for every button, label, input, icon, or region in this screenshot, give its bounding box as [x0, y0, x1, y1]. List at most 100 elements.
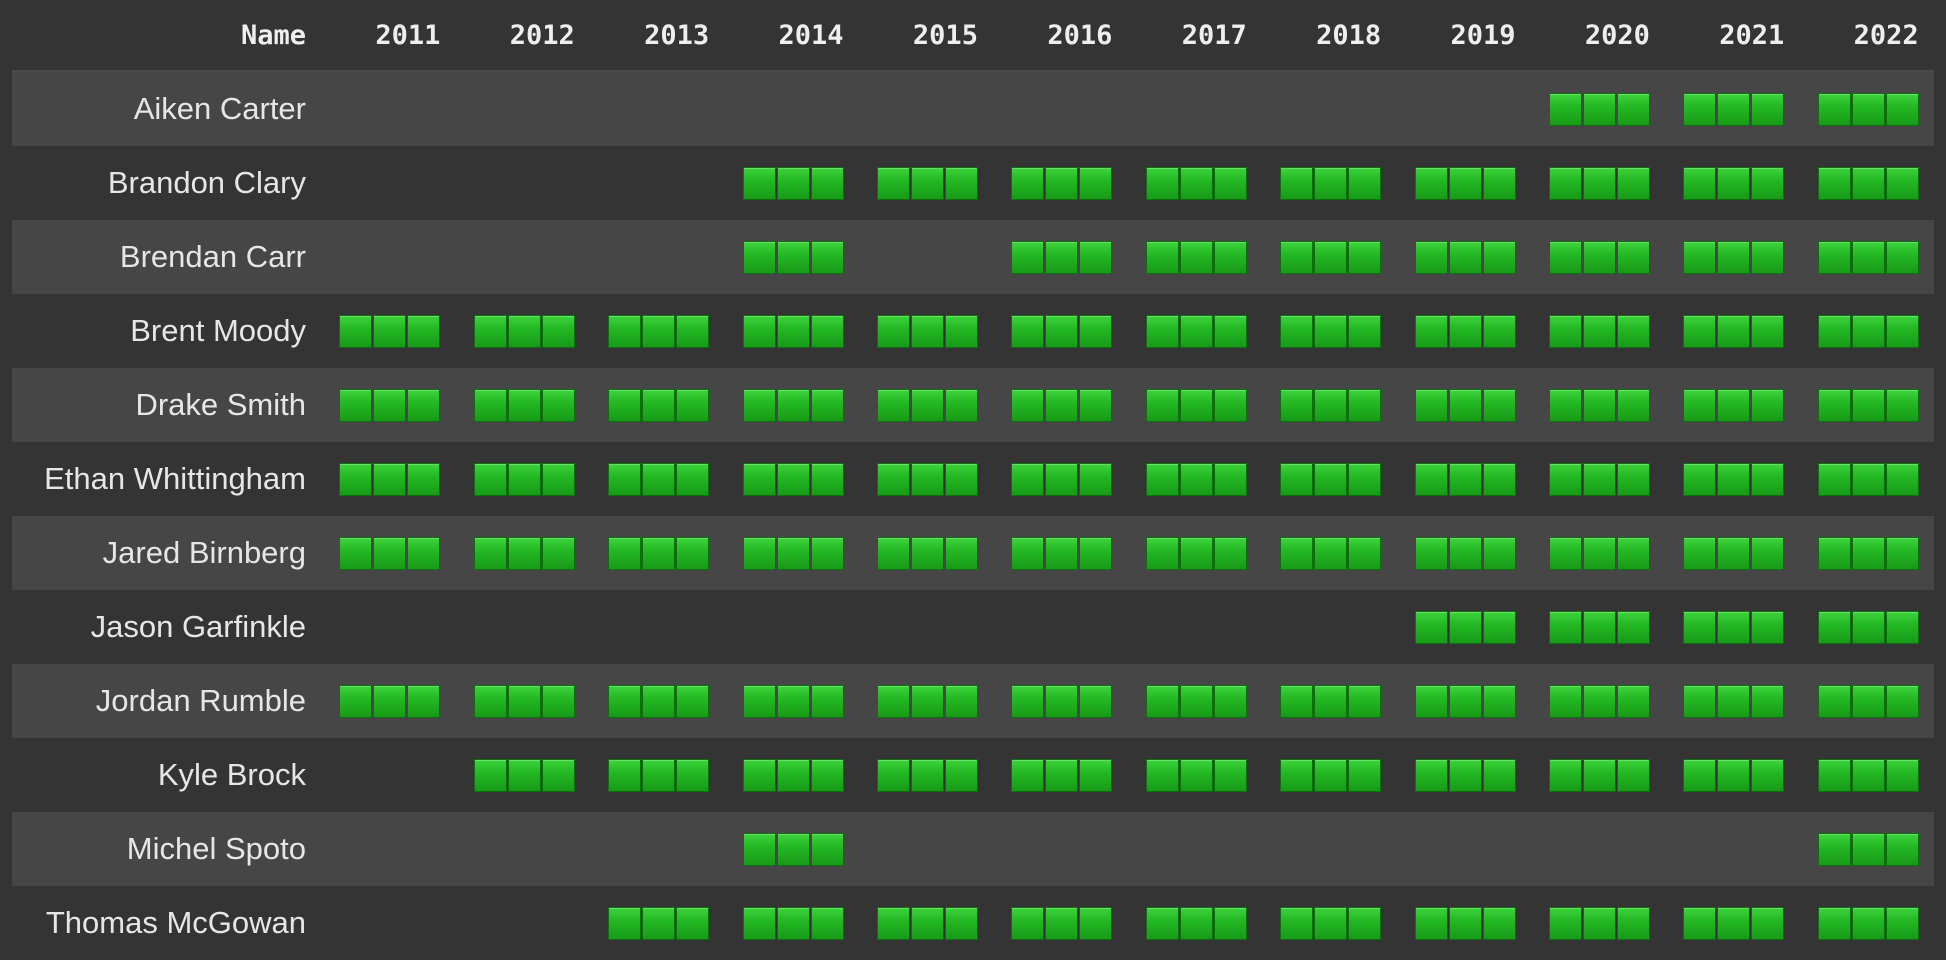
table-row: Brent Moody — [12, 294, 1934, 368]
year-cell — [1516, 610, 1650, 644]
green-square-icon — [339, 536, 373, 570]
year-cell — [978, 314, 1113, 348]
active-indicator — [1011, 314, 1113, 348]
year-cell — [440, 388, 575, 422]
active-indicator — [1548, 906, 1650, 940]
green-square-icon — [1548, 166, 1582, 200]
table-row: Jordan Rumble — [12, 664, 1934, 738]
active-indicator — [1414, 462, 1516, 496]
active-indicator — [339, 536, 441, 570]
green-square-icon — [1548, 314, 1582, 348]
green-square-icon — [1548, 92, 1582, 126]
green-square-icon — [1616, 536, 1650, 570]
year-cell — [1784, 166, 1919, 200]
green-square-icon — [776, 240, 810, 274]
green-square-icon — [1616, 610, 1650, 644]
active-indicator — [608, 388, 710, 422]
green-square-icon — [1348, 314, 1382, 348]
active-indicator — [1817, 166, 1919, 200]
green-square-icon — [1179, 684, 1213, 718]
year-cell — [709, 536, 844, 570]
green-square-icon — [776, 832, 810, 866]
green-square-icon — [608, 314, 642, 348]
green-square-icon — [1414, 906, 1448, 940]
green-square-icon — [810, 906, 844, 940]
green-square-icon — [1717, 388, 1751, 422]
green-square-icon — [1616, 906, 1650, 940]
table-row: Michel Spoto — [12, 812, 1934, 886]
green-square-icon — [876, 906, 910, 940]
green-square-icon — [1079, 462, 1113, 496]
green-square-icon — [1145, 906, 1179, 940]
year-cell — [1784, 536, 1919, 570]
green-square-icon — [1683, 240, 1717, 274]
year-cell — [575, 906, 710, 940]
year-cell — [1784, 240, 1919, 274]
green-square-icon — [1817, 240, 1851, 274]
green-square-icon — [1751, 166, 1785, 200]
year-cell — [1650, 536, 1785, 570]
green-square-icon — [407, 388, 441, 422]
green-square-icon — [1011, 536, 1045, 570]
green-square-icon — [1616, 240, 1650, 274]
active-indicator — [1414, 314, 1516, 348]
green-square-icon — [1482, 388, 1516, 422]
row-name: Aiken Carter — [133, 91, 306, 126]
attendance-grid: Name 2011 2012 2013 2014 2015 2016 2017 … — [12, 0, 1934, 960]
green-square-icon — [1414, 684, 1448, 718]
green-square-icon — [1851, 610, 1885, 644]
year-column-header: 2021 — [1719, 19, 1785, 51]
green-square-icon — [1011, 240, 1045, 274]
green-square-icon — [910, 314, 944, 348]
year-cell — [1112, 684, 1247, 718]
green-square-icon — [1683, 536, 1717, 570]
active-indicator — [339, 684, 441, 718]
green-square-icon — [944, 758, 978, 792]
green-square-icon — [910, 166, 944, 200]
table-row: Brendan Carr — [12, 220, 1934, 294]
year-cell — [709, 832, 844, 866]
active-indicator — [1548, 610, 1650, 644]
green-square-icon — [810, 166, 844, 200]
year-cell — [1112, 240, 1247, 274]
active-indicator — [742, 832, 844, 866]
year-cell — [1381, 388, 1516, 422]
active-indicator — [1414, 684, 1516, 718]
year-cell — [1516, 684, 1650, 718]
green-square-icon — [1582, 462, 1616, 496]
green-square-icon — [1683, 906, 1717, 940]
green-square-icon — [1482, 240, 1516, 274]
active-indicator — [742, 462, 844, 496]
green-square-icon — [1213, 906, 1247, 940]
active-indicator — [473, 388, 575, 422]
green-square-icon — [676, 462, 710, 496]
green-square-icon — [373, 684, 407, 718]
green-square-icon — [1145, 166, 1179, 200]
green-square-icon — [1280, 240, 1314, 274]
year-cell — [709, 462, 844, 496]
year-cell — [1381, 166, 1516, 200]
green-square-icon — [1213, 536, 1247, 570]
green-square-icon — [1280, 166, 1314, 200]
green-square-icon — [1314, 240, 1348, 274]
green-square-icon — [1314, 166, 1348, 200]
active-indicator — [473, 462, 575, 496]
year-cell — [1247, 906, 1382, 940]
active-indicator — [1548, 240, 1650, 274]
year-cell — [978, 906, 1113, 940]
active-indicator — [608, 314, 710, 348]
green-square-icon — [407, 314, 441, 348]
year-cell — [709, 240, 844, 274]
active-indicator — [1817, 832, 1919, 866]
year-cell — [440, 758, 575, 792]
year-cell — [1381, 610, 1516, 644]
year-column-header: 2017 — [1181, 19, 1247, 51]
table-row: Drake Smith — [12, 368, 1934, 442]
active-indicator — [742, 166, 844, 200]
active-indicator — [1414, 388, 1516, 422]
green-square-icon — [541, 388, 575, 422]
green-square-icon — [1683, 388, 1717, 422]
active-indicator — [1145, 240, 1247, 274]
active-indicator — [473, 314, 575, 348]
green-square-icon — [1414, 462, 1448, 496]
